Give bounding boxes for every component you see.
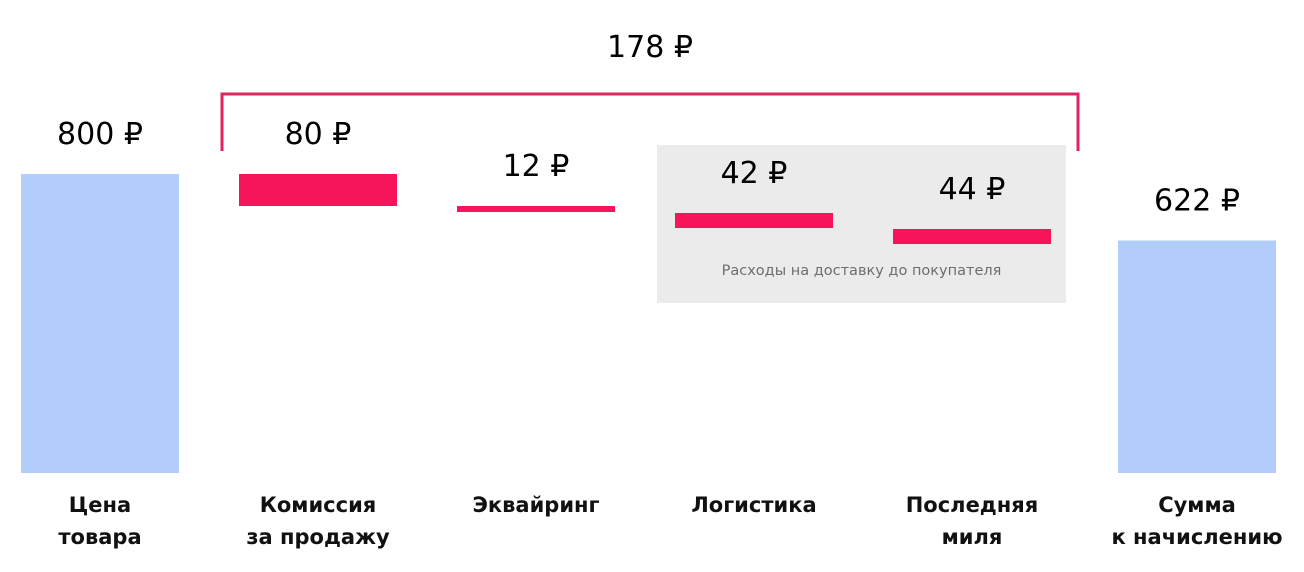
value-label: 80 ₽ [285,117,352,152]
category-label: к начислению [1111,525,1282,549]
category-label: Логистика [691,493,816,517]
deduction-bar [893,229,1051,244]
total-deductions-bracket [220,92,1080,151]
total-bar [21,174,179,473]
category-label: Сумма [1158,493,1236,517]
value-label: 622 ₽ [1154,184,1240,219]
total-bar [1118,240,1276,473]
category-label: Цена [69,493,131,517]
deduction-bar [239,174,397,206]
category-label: миля [942,525,1003,549]
category-label: товара [58,525,141,549]
value-label: 12 ₽ [503,149,570,184]
deduction-bar [457,206,615,212]
deduction-bar [675,213,833,228]
delivery-costs-group-label: Расходы на доставку до покупателя [722,263,1002,279]
category-label: Эквайринг [472,493,599,517]
value-label: 800 ₽ [57,117,143,152]
category-label: Комиссия [260,493,377,517]
category-label: за продажу [246,525,390,549]
total-deductions-label: 178 ₽ [607,30,693,65]
category-label: Последняя [906,493,1039,517]
chart-marks: 800 ₽ Цена товара 80 ₽ Комиссия за продажу 12 … [21,117,1283,549]
value-label: 44 ₽ [939,172,1006,207]
value-label: 42 ₽ [721,156,788,191]
